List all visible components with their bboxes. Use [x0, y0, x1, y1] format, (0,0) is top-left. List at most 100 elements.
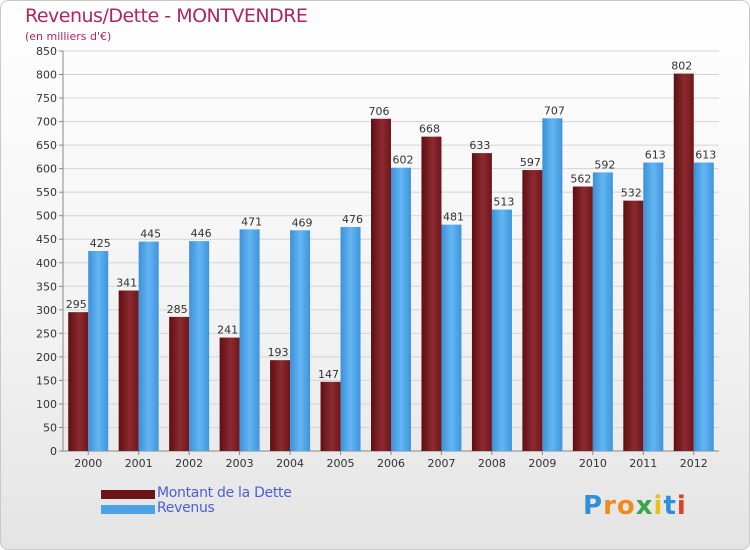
bar-dette [421, 136, 442, 451]
data-label-dette: 341 [116, 277, 137, 290]
data-label-dette: 668 [419, 123, 440, 136]
y-tick-label: 550 [36, 186, 57, 199]
logo-letter: o [616, 491, 636, 521]
logo-letter: i [653, 491, 664, 521]
bar-revenus [643, 162, 664, 451]
y-tick-label: 200 [36, 351, 57, 364]
data-label-revenus: 613 [695, 149, 716, 162]
y-tick-label: 250 [36, 327, 57, 340]
data-label-dette: 295 [66, 298, 87, 311]
x-tick-label: 2012 [680, 457, 708, 470]
data-label-dette: 241 [217, 324, 238, 337]
data-label-dette: 706 [369, 105, 390, 118]
x-tick-label: 2010 [579, 457, 607, 470]
y-tick-label: 700 [36, 116, 57, 129]
data-label-revenus: 613 [645, 149, 666, 162]
bar-dette [219, 337, 240, 451]
bar-dette [572, 186, 593, 451]
y-tick-label: 650 [36, 139, 57, 152]
y-tick-label: 800 [36, 69, 57, 82]
y-tick-label: 150 [36, 374, 57, 387]
data-label-revenus: 592 [594, 158, 615, 171]
bar-revenus [189, 241, 210, 451]
legend-label-revenus: Revenus [157, 500, 215, 516]
bar-dette [522, 170, 543, 451]
bar-dette [623, 200, 644, 451]
chart-title: Revenus/Dette - MONTVENDRE [25, 5, 308, 27]
bar-revenus [693, 162, 714, 451]
logo-letter: P [583, 491, 604, 521]
x-tick-label: 2004 [276, 457, 304, 470]
bar-revenus [391, 167, 411, 452]
legend-swatch-dette [101, 490, 155, 499]
logo-letter: x [635, 491, 654, 521]
bar-revenus [138, 241, 159, 451]
bars [68, 73, 714, 452]
bar-dette [68, 312, 89, 451]
x-tick-label: 2009 [528, 457, 556, 470]
data-label-dette: 802 [671, 60, 692, 73]
y-tick-label: 400 [36, 257, 57, 270]
data-label-revenus: 707 [544, 104, 565, 117]
y-tick-label: 100 [36, 398, 57, 411]
data-label-revenus: 481 [443, 211, 464, 224]
bar-dette [673, 73, 694, 452]
data-label-revenus: 469 [292, 216, 313, 229]
logo-letter: r [603, 491, 617, 521]
data-label-revenus: 513 [493, 196, 514, 209]
data-labels: 295 425 341 445 285 446 241 471 193 469 147 476 706 6… [66, 60, 717, 381]
x-tick-label: 2007 [427, 457, 455, 470]
bar-dette [471, 153, 492, 451]
bar-dette [169, 316, 190, 451]
legend-label-dette: Montant de la Dette [157, 485, 292, 501]
data-label-revenus: 425 [90, 237, 111, 250]
data-label-dette: 633 [469, 139, 490, 152]
x-tick-label: 2008 [478, 457, 506, 470]
bar-revenus [542, 118, 563, 451]
data-label-dette: 193 [268, 346, 289, 359]
bar-revenus [340, 227, 361, 451]
legend-swatch-revenus [101, 505, 155, 514]
y-tick-label: 50 [43, 421, 57, 434]
x-tick-label: 2005 [327, 457, 355, 470]
bar-revenus [491, 209, 512, 451]
x-tick-label: 2011 [629, 457, 657, 470]
logo-letter: t [663, 491, 677, 521]
data-label-revenus: 476 [342, 213, 363, 226]
logo-letter: i [676, 491, 687, 521]
y-tick-label: 850 [36, 45, 57, 58]
y-tick-label: 350 [36, 280, 57, 293]
x-tick-label: 2001 [125, 457, 153, 470]
x-tick-label: 2006 [377, 457, 405, 470]
data-label-revenus: 471 [241, 215, 262, 228]
x-tick-label: 2003 [226, 457, 254, 470]
y-tick-label: 750 [36, 92, 57, 105]
proxiti-logo: Proxiti [583, 491, 687, 521]
data-label-dette: 147 [318, 368, 339, 381]
bar-dette [371, 118, 391, 451]
bar-revenus [441, 224, 462, 451]
y-tick-label: 500 [36, 210, 57, 223]
bar-revenus [290, 230, 311, 451]
bar-dette [320, 381, 341, 451]
bar-revenus [88, 251, 109, 451]
x-tick-label: 2002 [175, 457, 203, 470]
chart-subtitle: (en milliers d'€) [25, 30, 112, 43]
bar-dette [118, 290, 139, 451]
axes: 0 50 100 150 200 250 300 350 400 450 500 550 600 650 7… [36, 45, 719, 470]
bar-dette [270, 360, 291, 451]
bar-revenus [592, 172, 613, 452]
data-label-dette: 532 [621, 187, 642, 200]
y-tick-label: 600 [36, 163, 57, 176]
data-label-dette: 285 [167, 303, 188, 316]
y-tick-label: 450 [36, 233, 57, 246]
data-label-revenus: 446 [191, 227, 212, 240]
data-label-dette: 597 [520, 156, 541, 169]
bar-revenus [239, 229, 260, 451]
data-label-dette: 562 [570, 173, 591, 186]
data-label-revenus: 602 [393, 154, 414, 167]
y-tick-label: 300 [36, 304, 57, 317]
data-label-revenus: 445 [140, 228, 161, 241]
